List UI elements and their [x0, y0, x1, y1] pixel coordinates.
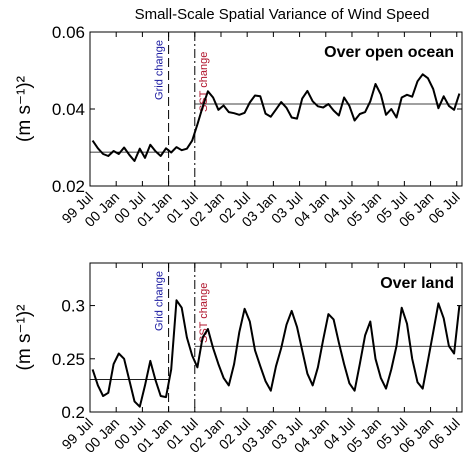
grid-change-label: Grid change [154, 271, 166, 331]
y-tick-label: 0.25 [52, 350, 85, 369]
data-series-line [91, 299, 461, 408]
sst-change-label: SST change [198, 283, 210, 343]
data-series-line [91, 73, 461, 162]
y-tick-label: 0.3 [61, 297, 85, 316]
y-tick-label: 0.06 [52, 23, 85, 42]
y-axis-label: (m s⁻¹)² [14, 305, 35, 371]
y-axis-label: (m s⁻¹)² [14, 76, 35, 142]
grid-change-label: Grid change [154, 40, 166, 100]
y-tick-label: 0.04 [52, 100, 85, 119]
plot-frame [89, 262, 463, 413]
panel-label: Over open ocean [324, 44, 454, 61]
y-tick-label: 0.02 [52, 177, 85, 196]
y-tick-label: 0.2 [61, 403, 85, 422]
panel-label: Over land [380, 275, 454, 292]
figure-title: Small-Scale Spatial Variance of Wind Spe… [135, 6, 430, 23]
